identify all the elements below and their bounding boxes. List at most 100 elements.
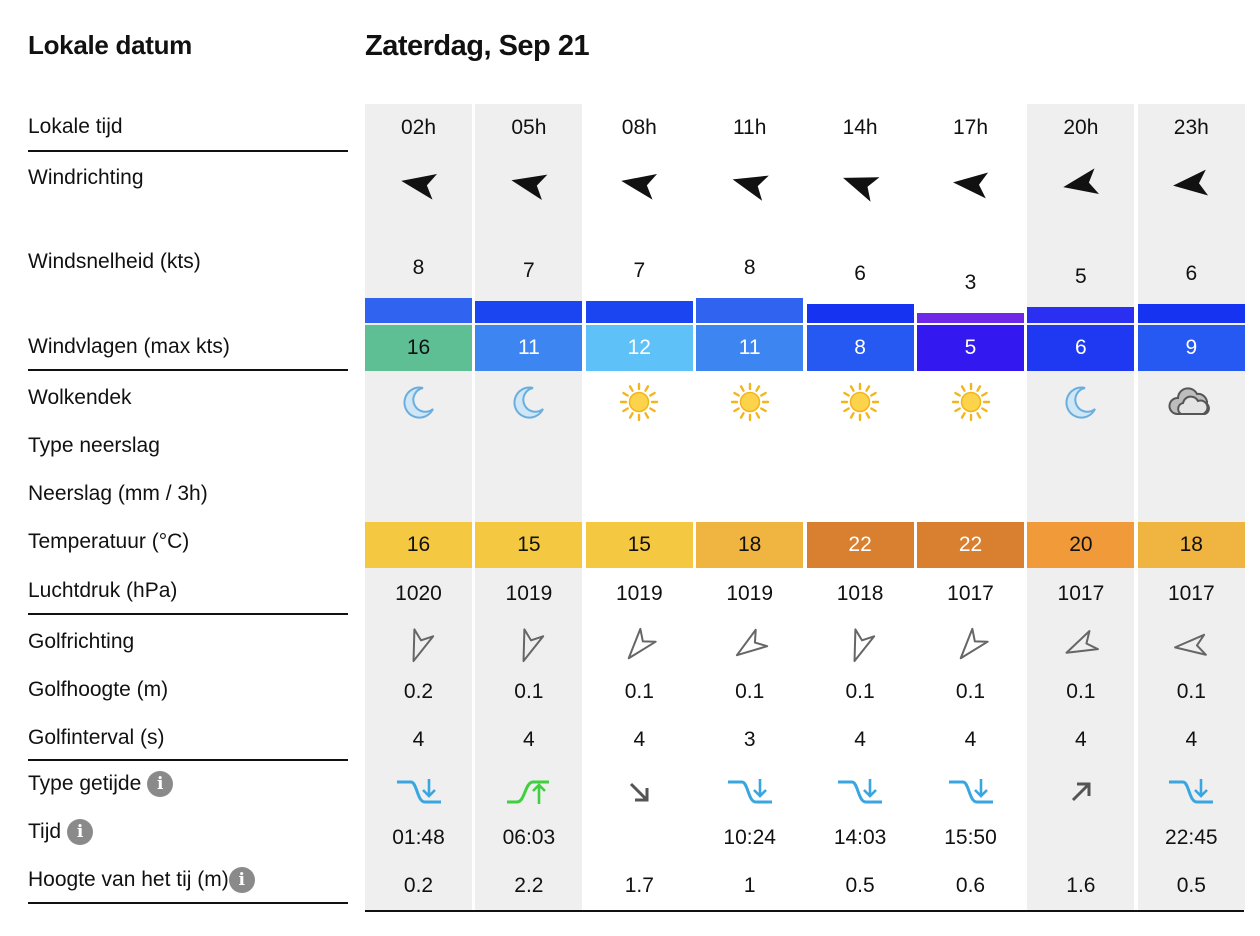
tide-time-cell: 15:50 [944, 826, 997, 849]
wind-speed-bar [806, 304, 914, 323]
sun-icon [586, 382, 693, 422]
wave-height-cell: 0.1 [845, 680, 875, 703]
wave-direction-arrow-icon [365, 626, 472, 666]
temperature-cell: 16 [365, 522, 472, 568]
tide-time-label-text: Tijd [28, 820, 62, 843]
wave-direction-arrow-icon [917, 626, 1024, 666]
pressure-cell: 1017 [1167, 582, 1215, 605]
tide-time-cell: 06:03 [502, 826, 556, 849]
tide-height-cell: 0.6 [955, 874, 986, 897]
tide-falling-icon [696, 776, 803, 808]
wave-interval-cell: 4 [633, 728, 646, 751]
tide-height-cell: 0.2 [403, 874, 434, 897]
tide-height-cell: 1.7 [624, 874, 654, 897]
wave-interval-cell: 3 [743, 728, 756, 751]
wave-interval-cell: 4 [412, 728, 425, 751]
temperature-cell: 15 [585, 522, 693, 568]
wind-gust-cell: 16 [365, 325, 472, 371]
date-title: Zaterdag, Sep 21 [365, 30, 590, 62]
wind-direction-arrow-icon [696, 166, 803, 202]
label-wave-direction: Golfrichting [28, 630, 135, 653]
cloud-icon [1138, 382, 1245, 422]
tide-down-arrow-icon [586, 776, 693, 808]
wind-speed-bar [917, 313, 1024, 323]
local-date-heading: Lokale datum [28, 30, 192, 60]
wind-gust-cell: 9 [1137, 325, 1245, 371]
label-tide-type: Type getijde i [28, 769, 174, 799]
wind-direction-arrow-icon [807, 166, 914, 202]
tide-height-cell: 1 [743, 874, 756, 897]
time-cell: 02h [400, 116, 437, 139]
wave-interval-cell: 4 [1075, 728, 1087, 751]
temperature-cell: 22 [917, 522, 1024, 568]
tide-falling-icon [365, 776, 472, 808]
forecast-column [1137, 104, 1245, 910]
sun-icon [917, 382, 1024, 422]
time-cell: 20h [1063, 116, 1099, 139]
wave-height-cell: 0.1 [955, 680, 986, 703]
wind-speed-value: 6 [854, 262, 866, 285]
info-icon[interactable]: i [147, 771, 174, 797]
label-temperature: Temperatuur (°C) [28, 530, 190, 553]
wave-height-cell: 0.1 [735, 680, 765, 703]
temperature-cell: 18 [1137, 522, 1245, 568]
wind-gust-cell: 8 [806, 325, 914, 371]
label-precip-type: Type neerslag [28, 434, 160, 457]
time-cell: 05h [511, 116, 547, 139]
divider [365, 910, 1244, 912]
wave-height-cell: 0.2 [403, 680, 434, 703]
pressure-cell: 1019 [505, 582, 553, 605]
wind-gust-cell: 11 [475, 325, 583, 371]
wave-direction-arrow-icon [1138, 626, 1245, 666]
wave-interval-cell: 4 [854, 728, 866, 751]
tide-time-cell: 01:48 [392, 826, 445, 849]
label-precip: Neerslag (mm / 3h) [28, 482, 208, 505]
tide-falling-icon [1138, 776, 1245, 808]
tide-falling-icon [807, 776, 914, 808]
time-cell: 08h [621, 116, 657, 139]
wind-speed-value: 6 [1185, 262, 1198, 285]
temperature-cell: 18 [696, 522, 804, 568]
tide-time-cell: 10:24 [723, 826, 776, 849]
wave-height-cell: 0.1 [1066, 680, 1096, 703]
wave-direction-arrow-icon [1027, 626, 1134, 666]
label-pressure: Luchtdruk (hPa) [28, 579, 178, 602]
wind-speed-bar [475, 301, 583, 323]
wind-direction-arrow-icon [1138, 166, 1245, 202]
divider [28, 613, 348, 615]
pressure-cell: 1018 [836, 582, 884, 605]
moon-icon [1027, 382, 1134, 422]
wind-direction-arrow-icon [365, 166, 472, 202]
info-icon[interactable]: i [67, 819, 94, 845]
wind-speed-bar [696, 298, 804, 323]
wave-interval-cell: 4 [523, 728, 535, 751]
forecast-column [365, 104, 472, 910]
forecast-column [475, 104, 583, 910]
wind-speed-value: 7 [633, 259, 646, 282]
temperature-cell: 22 [806, 522, 914, 568]
label-wave-height: Golfhoogte (m) [28, 678, 169, 701]
wave-direction-arrow-icon [807, 626, 914, 666]
tide-time-cell: 22:45 [1165, 826, 1218, 849]
wind-gust-cell: 6 [1027, 325, 1135, 371]
tide-height-label-text: Hoogte van het tij (m) [28, 868, 229, 891]
wave-height-cell: 0.1 [514, 680, 544, 703]
wave-height-cell: 0.1 [624, 680, 654, 703]
label-cloud-cover: Wolkendek [28, 386, 132, 409]
temperature-cell: 15 [475, 522, 583, 568]
moon-icon [475, 382, 582, 422]
wind-direction-arrow-icon [1027, 166, 1134, 202]
label-wind-direction: Windrichting [28, 166, 144, 189]
divider [28, 150, 348, 152]
wind-direction-arrow-icon [475, 166, 582, 202]
moon-icon [365, 382, 472, 422]
time-cell: 17h [952, 116, 989, 139]
temperature-cell: 20 [1027, 522, 1135, 568]
tide-height-cell: 2.2 [514, 874, 544, 897]
sun-icon [696, 382, 803, 422]
info-icon[interactable]: i [228, 867, 255, 893]
label-wave-interval: Golfinterval (s) [28, 726, 165, 749]
wind-speed-value: 8 [743, 256, 756, 279]
wave-interval-cell: 4 [964, 728, 977, 751]
sun-icon [807, 382, 914, 422]
